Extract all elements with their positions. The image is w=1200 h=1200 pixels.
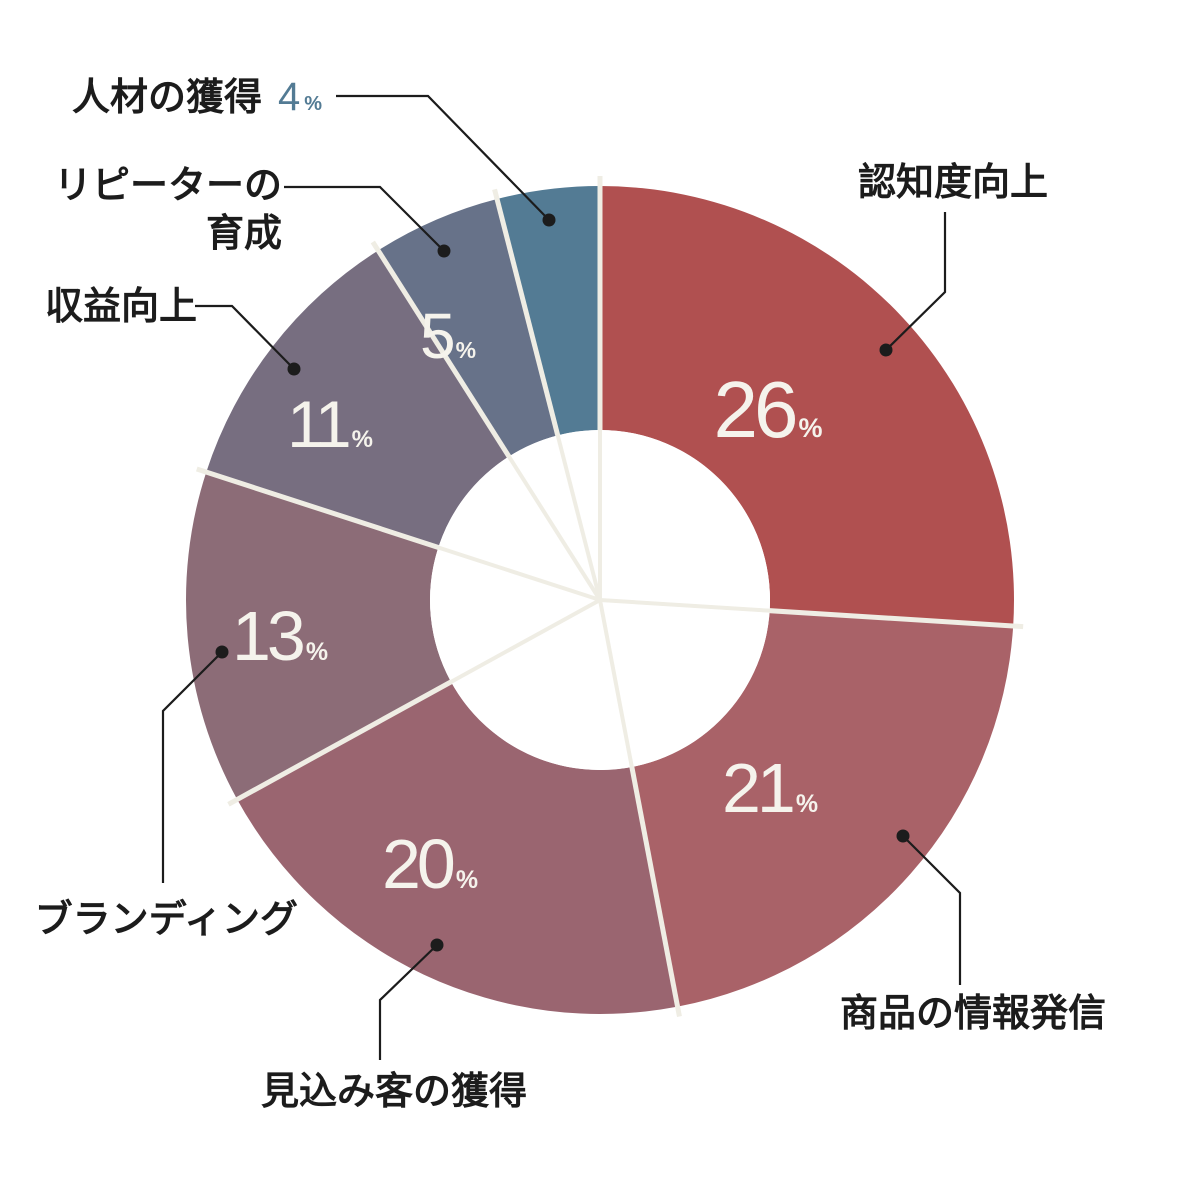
leader-line (161, 651, 223, 883)
category-label: 人材の獲得 (72, 75, 262, 119)
leader-line (885, 212, 947, 351)
category-label: 認知度向上 (858, 160, 1048, 204)
category-label: ブランディング (35, 897, 298, 941)
leader-line (336, 94, 550, 221)
leader-dot (542, 213, 556, 227)
slice-5 (206, 250, 509, 548)
leader-dot (896, 829, 910, 843)
percent-label: 13% (232, 597, 328, 675)
percent-label: 21% (722, 749, 818, 827)
leader-dot (215, 645, 229, 659)
leader-line (378, 944, 438, 1060)
hole-separator (555, 432, 602, 601)
leader-dot (287, 362, 301, 376)
category-label: 育成 (206, 211, 282, 255)
leader-line (284, 185, 445, 252)
slice-7 (497, 186, 600, 436)
category-label: リピーターの (54, 163, 282, 207)
slice-2 (631, 610, 1014, 1007)
slice-3 (237, 681, 678, 1014)
percent-label: 11% (287, 387, 373, 461)
leader-dot (437, 244, 451, 258)
percent-label-inline: 4% (278, 75, 322, 119)
category-label: 収益向上 (45, 284, 197, 328)
leader-dot (430, 938, 444, 952)
percent-labels-group: 26 % 21 % 20 % 13 % 11 % 5% (232, 300, 823, 903)
hole-separator (435, 544, 601, 602)
percent-label: 26% (714, 365, 823, 454)
hole-separator (599, 598, 772, 613)
hole-separator (506, 453, 602, 602)
category-label: 見込み客の獲得 (261, 1069, 527, 1113)
slice-1 (600, 186, 1014, 626)
hole-separator (598, 599, 635, 770)
leader-line (195, 304, 295, 370)
category-label: 商品の情報発信 (840, 991, 1106, 1035)
hole-separator (448, 598, 601, 685)
leader-lines-group (161, 94, 962, 1060)
leader-line (902, 835, 962, 985)
percent-label: 5% (420, 300, 476, 372)
percent-label: 20% (382, 825, 478, 903)
leader-dot (879, 343, 893, 357)
